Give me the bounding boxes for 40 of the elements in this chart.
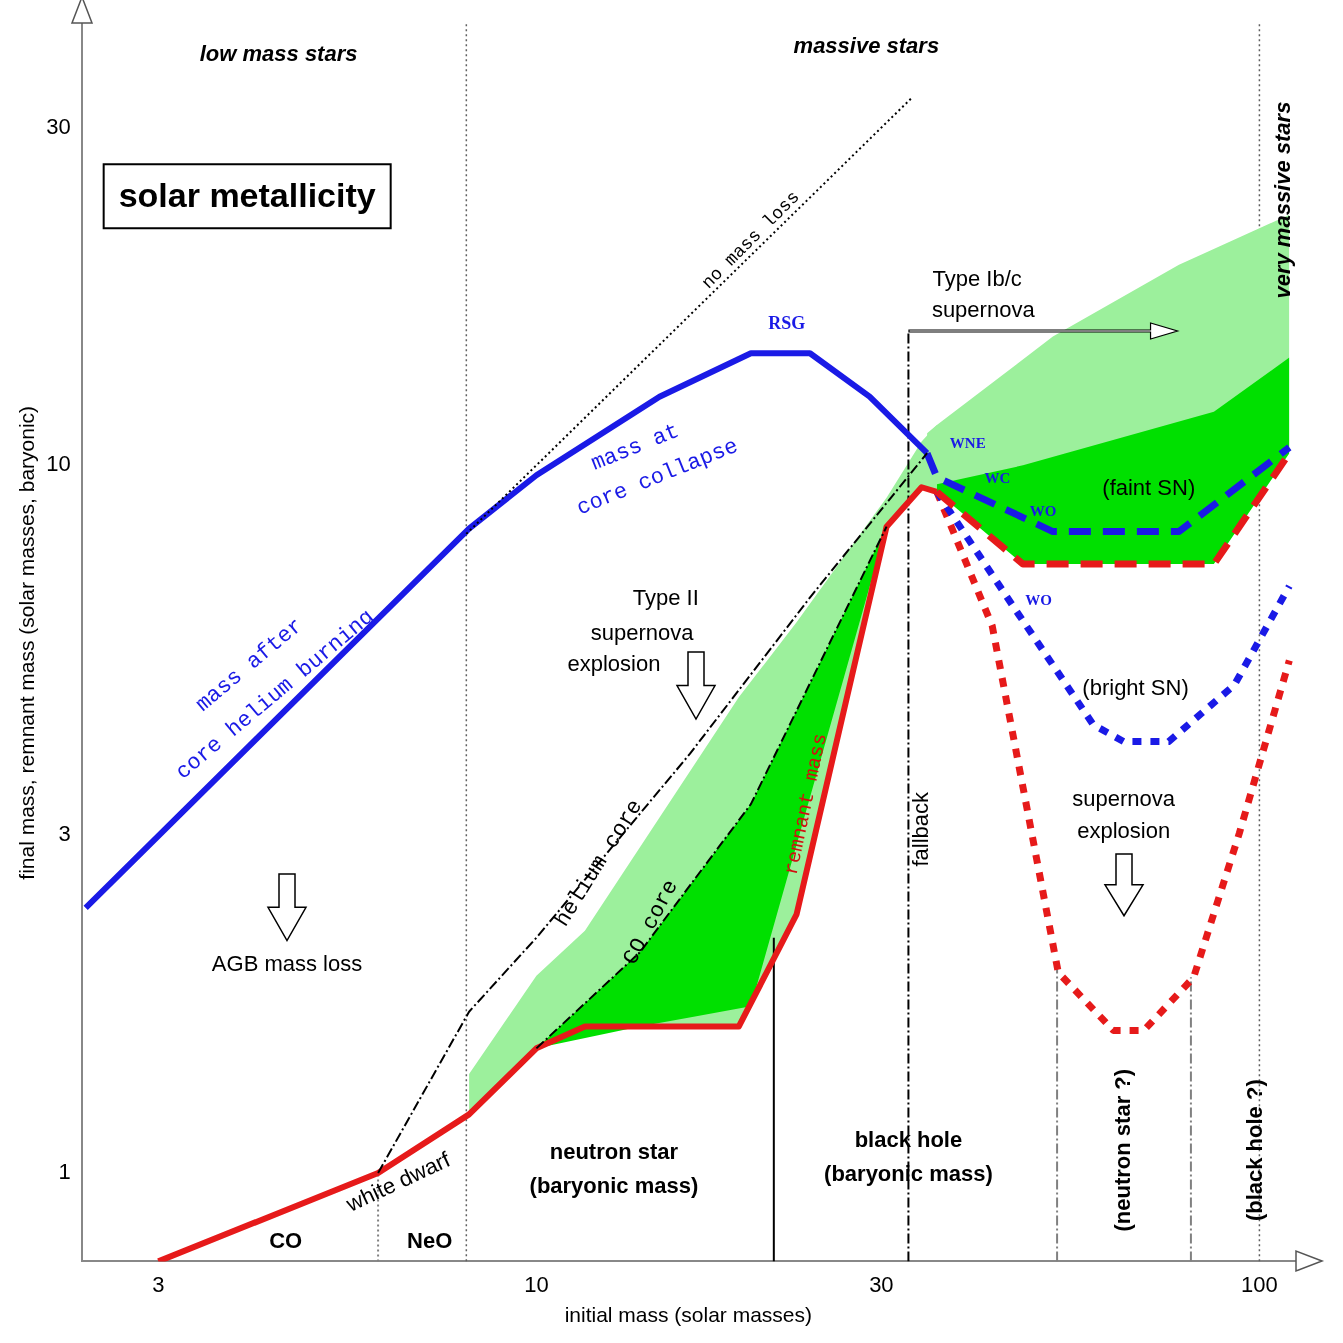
x-axis-title: initial mass (solar masses) (564, 1303, 813, 1327)
annotation: white dwarf (341, 1146, 455, 1217)
annotation: WO (1029, 502, 1057, 519)
annotation: fallback (907, 790, 933, 867)
annotation: (baryonic mass) (824, 1160, 993, 1186)
annotation: black hole (854, 1126, 963, 1152)
annotation: (black hole ?) (1242, 1079, 1268, 1222)
annotation: (baryonic mass) (529, 1172, 699, 1198)
text: solar metallicity (118, 175, 376, 214)
annotation: massive stars (793, 33, 940, 59)
y-tick-label: 10 (46, 451, 71, 477)
x-tick-label: 30 (869, 1271, 894, 1297)
annotation: explosion (567, 651, 661, 677)
annotation: WO (1025, 591, 1052, 608)
annotation: CO (269, 1227, 303, 1253)
x-tick-label: 100 (1241, 1271, 1278, 1297)
annotation: very massive stars (1269, 101, 1295, 299)
annotation: supernova (931, 297, 1036, 323)
annotation: (neutron star ?) (1109, 1068, 1135, 1232)
annotation: WC (984, 470, 1011, 487)
annotation: neutron star (549, 1139, 679, 1165)
y-tick-label: 30 (46, 113, 71, 139)
annotation: (bright SN) (1082, 675, 1189, 701)
x-tick-label: 10 (524, 1271, 549, 1297)
annotation: Type II (632, 585, 699, 611)
x-tick-label: 3 (152, 1271, 165, 1297)
annotation: low mass stars (199, 41, 358, 67)
annotation: WNE (949, 435, 986, 452)
annotation: RSG (768, 313, 806, 334)
y-axis-title: final mass, remnant mass (solar masses, baryonic) (15, 405, 39, 880)
annotation: explosion (1077, 818, 1171, 844)
annotation: Type Ib/c (932, 265, 1022, 291)
y-tick-label: 1 (58, 1159, 71, 1185)
annotation: (faint SN) (1102, 474, 1196, 500)
y-tick-label: 3 (58, 821, 71, 847)
annotation: supernova (590, 619, 695, 645)
annotation: supernova (1072, 785, 1176, 811)
annotation: AGB mass loss (211, 950, 363, 976)
annotation: NeO (407, 1227, 453, 1253)
annotation: remnant mass (779, 731, 833, 877)
